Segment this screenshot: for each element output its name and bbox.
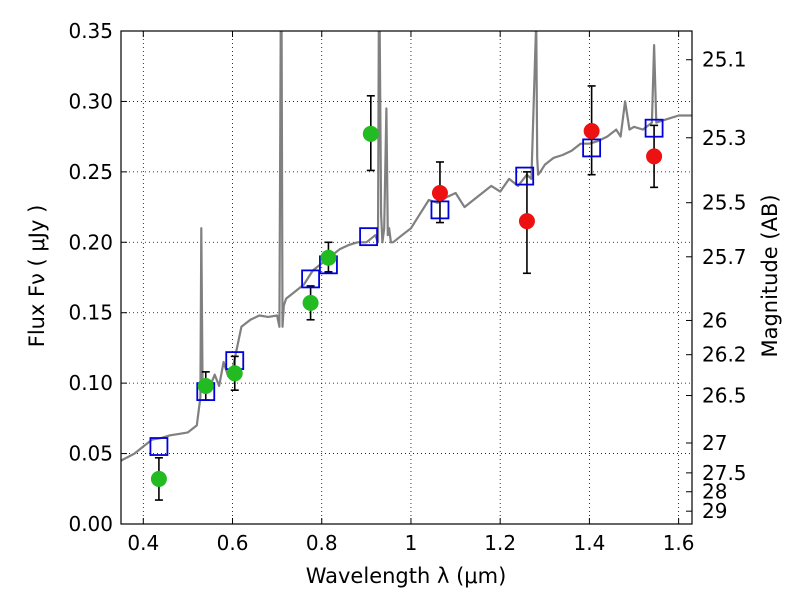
right-tick-label: 26	[702, 308, 727, 332]
y-tick-label: 0.15	[68, 301, 113, 325]
circle-marker	[362, 125, 379, 142]
y-tick-label: 0.30	[68, 89, 113, 113]
right-tick-label: 25.7	[702, 245, 747, 269]
right-tick-label: 28	[702, 480, 727, 504]
plot-frame	[120, 30, 693, 525]
circle-marker	[320, 249, 337, 266]
square-marker	[515, 166, 535, 186]
right-tick-label: 25.3	[702, 126, 747, 150]
right-tick-label: 29	[702, 499, 727, 523]
square-marker	[582, 138, 602, 158]
x-tick-label: 1.6	[663, 531, 695, 555]
right-tick-label: 26.2	[702, 343, 747, 367]
data-markers	[149, 118, 664, 487]
right-tick-label: 26.5	[702, 384, 747, 408]
right-tick-label: 25.5	[702, 191, 747, 215]
right-axis-label: Magnitude (AB)	[758, 194, 782, 357]
square-marker	[149, 437, 169, 456]
y-tick-label: 0.05	[68, 442, 113, 466]
square-marker	[301, 269, 320, 289]
spectrum-line	[121, 31, 692, 462]
x-tick-label: 1	[405, 531, 418, 555]
x-tick-label: 0.6	[217, 531, 249, 555]
y-tick-label: 0.35	[68, 19, 113, 43]
circle-marker	[583, 123, 600, 140]
right-tick-label: 25.1	[702, 48, 747, 72]
square-marker	[644, 118, 664, 138]
y-axis-label: Flux Fν ( μJy )	[25, 205, 49, 348]
circle-marker	[197, 377, 214, 394]
circle-marker	[646, 148, 663, 165]
x-tick-label: 0.4	[127, 531, 159, 555]
square-marker	[359, 227, 378, 247]
y-tick-label: 0.20	[68, 230, 113, 254]
x-tick-label: 1.4	[573, 531, 605, 555]
y-tick-label: 0.10	[68, 371, 113, 395]
x-axis-label: Wavelength λ (μm)	[306, 564, 507, 588]
model-spectrum	[121, 31, 692, 462]
circle-marker	[150, 470, 167, 487]
square-marker	[430, 200, 450, 220]
right-tick-label: 27	[702, 431, 727, 455]
circle-marker	[226, 365, 243, 382]
right-tick-label: 27.5	[702, 461, 747, 485]
circle-marker	[431, 184, 448, 201]
x-tick-label: 0.8	[306, 531, 338, 555]
circle-marker	[518, 213, 535, 230]
y-tick-label: 0.00	[68, 512, 113, 536]
axes: 0.4 0.6 0.8 1 1.2 1.4 1.6 0.00 0.05 0.10 0.15 0.20 0…	[68, 19, 746, 555]
grid	[121, 30, 692, 525]
y-tick-label: 0.25	[68, 160, 113, 184]
circle-marker	[302, 294, 319, 311]
x-tick-label: 1.2	[484, 531, 516, 555]
